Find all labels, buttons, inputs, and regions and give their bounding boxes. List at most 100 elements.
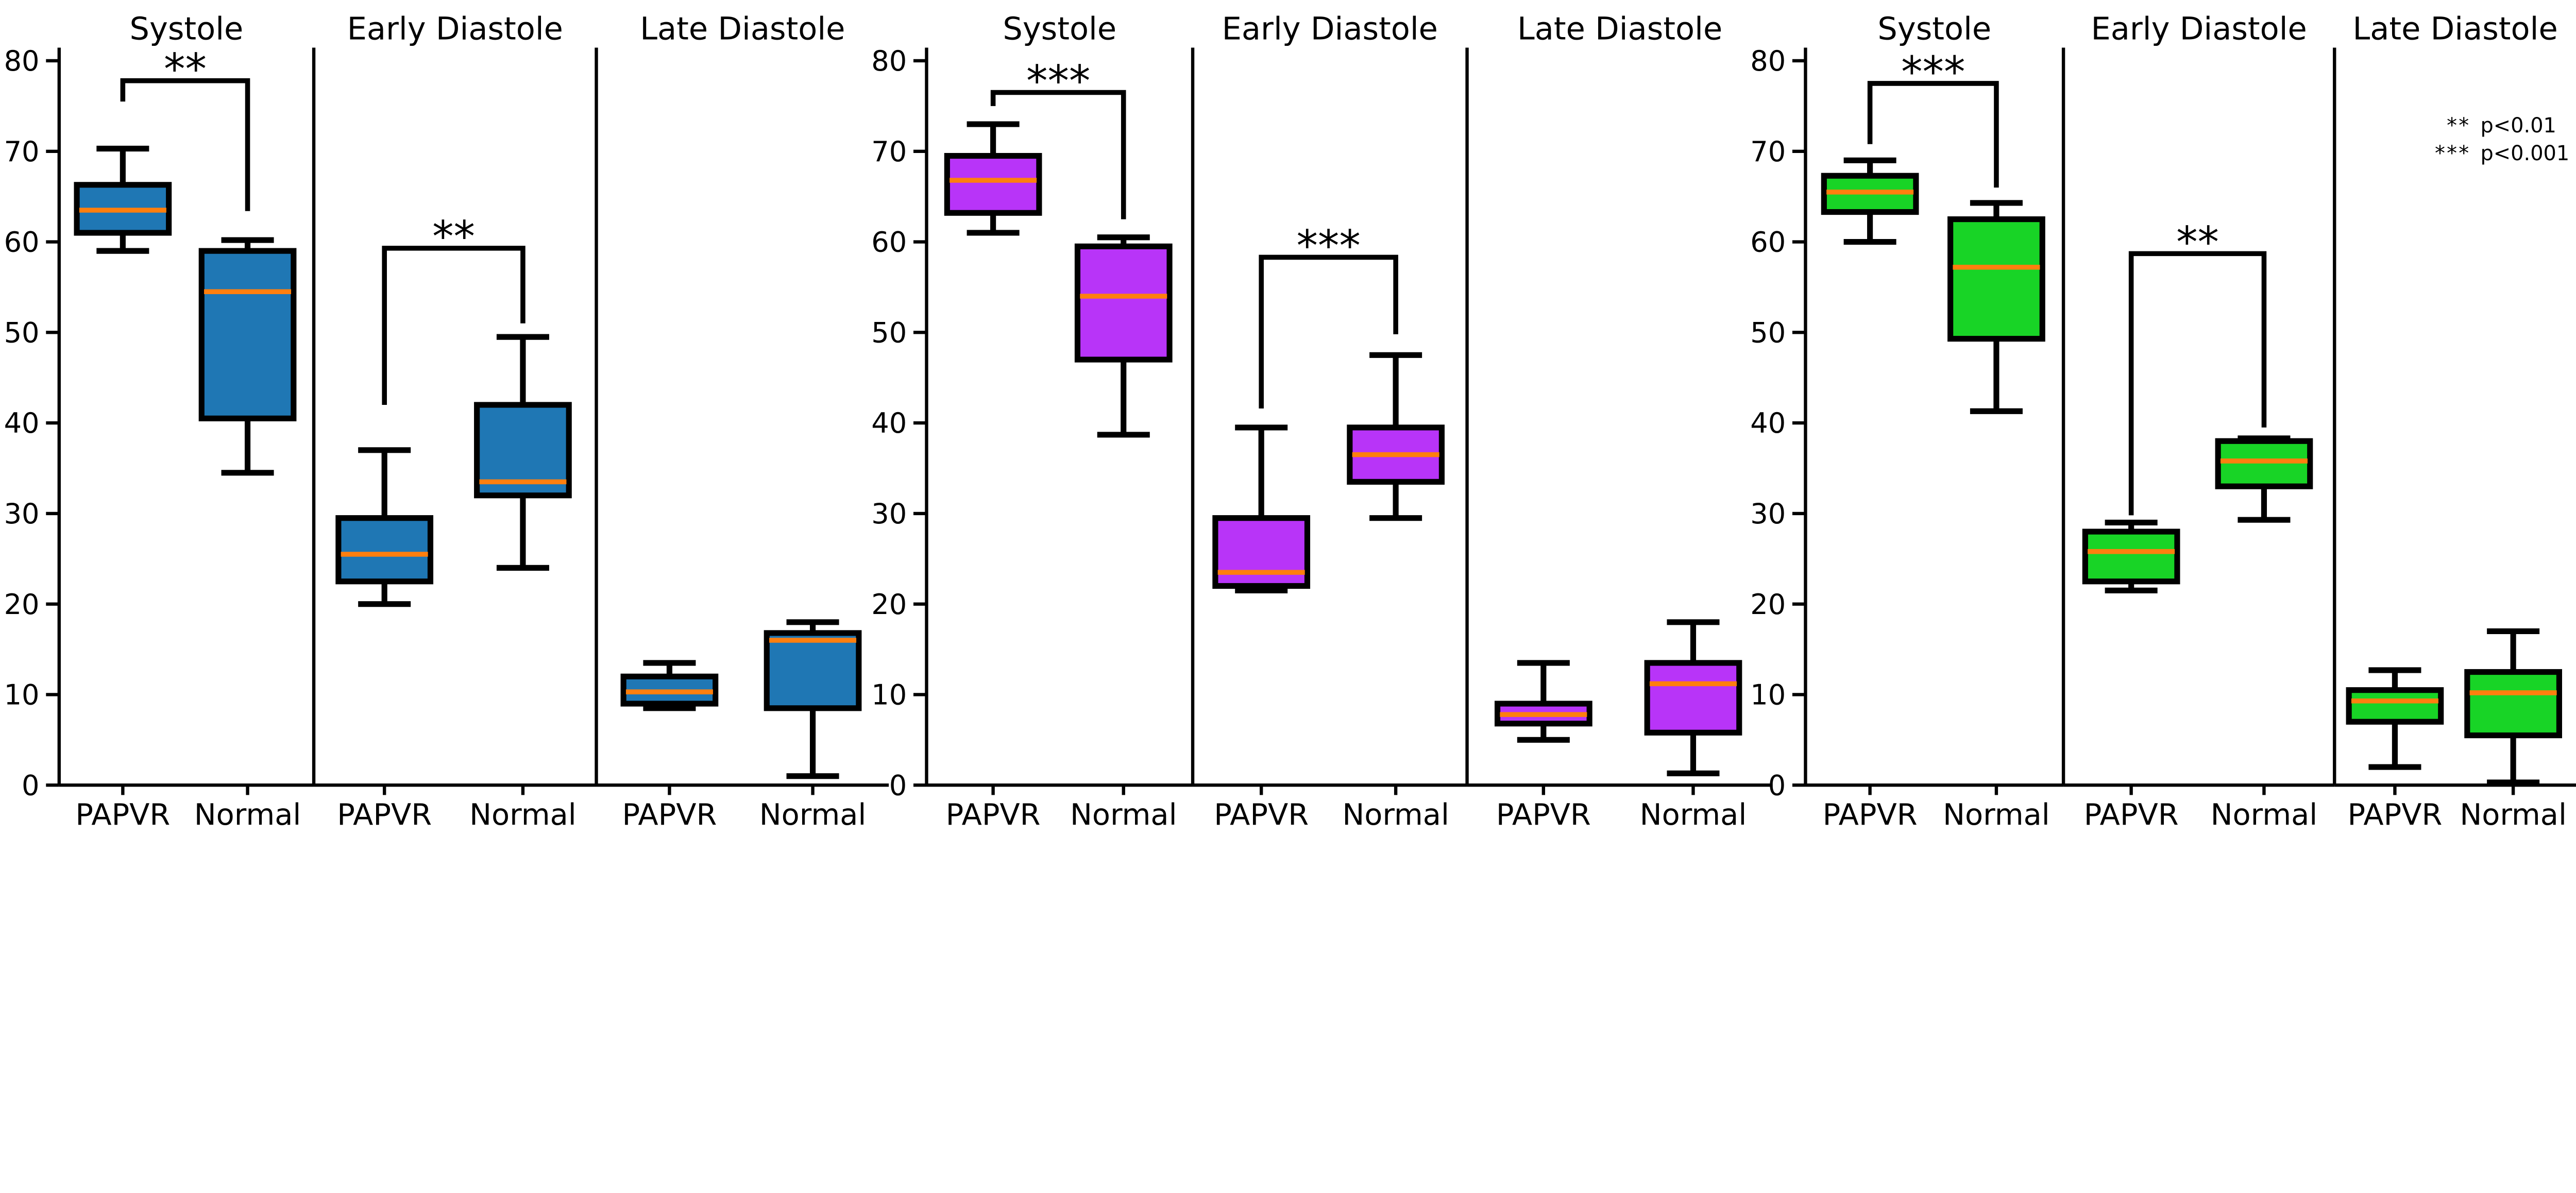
legend-symbol: *** [2435, 142, 2471, 166]
box-papvr [620, 660, 719, 711]
y-tick-label: 10 [1750, 679, 1786, 711]
x-tick-label: PAPVR [2347, 797, 2442, 832]
bracket-line [1259, 254, 1398, 408]
subplot-title: Early Diastole [2091, 11, 2307, 47]
significance-bracket: ** [382, 212, 526, 405]
significance-bracket: *** [1259, 221, 1398, 408]
x-tick-label: PAPVR [337, 797, 432, 832]
box-normal [2464, 628, 2562, 786]
boxplot-figure: 0 10 20 30 40 50 60 70 80 Systole PAPVR Normal ** Ear… [4, 11, 2576, 832]
legend-row: ** p<0.01 [2428, 112, 2569, 140]
iqr-box [335, 515, 434, 585]
box-papvr [2346, 667, 2444, 770]
x-tick-label: Normal [1640, 797, 1747, 832]
x-tick-label: Normal [469, 797, 577, 832]
y-tick-label: 60 [871, 226, 907, 259]
legend-meaning: p<0.001 [2480, 142, 2570, 166]
x-tick-label: PAPVR [1214, 797, 1309, 832]
y-tick-label: 70 [4, 135, 40, 168]
box-papvr [1212, 424, 1311, 593]
panel-blue-subplot-early-diastole: Early Diastole PAPVR Normal ** [312, 11, 597, 832]
significance-bracket: *** [1867, 47, 1999, 188]
significance-label: ** [164, 44, 207, 94]
iqr-box [944, 152, 1042, 216]
iqr-box [2082, 529, 2180, 585]
box-papvr [2082, 519, 2180, 593]
iqr-box [1074, 243, 1173, 363]
y-tick-label: 30 [871, 498, 907, 530]
significance-bracket: *** [990, 56, 1126, 219]
y-tick-label: 70 [1750, 135, 1786, 168]
legend-meaning: p<0.01 [2480, 113, 2556, 138]
box-papvr [1821, 157, 1919, 245]
y-tick-label: 20 [1750, 588, 1786, 621]
significance-label: ** [2176, 217, 2219, 267]
y-tick-label: 60 [1750, 226, 1786, 259]
box-normal [1347, 352, 1445, 521]
iqr-box [198, 248, 297, 421]
box-papvr [1494, 660, 1592, 743]
box-normal [198, 237, 297, 476]
iqr-box [1644, 660, 1742, 736]
iqr-box [764, 630, 862, 711]
bracket-line [990, 90, 1126, 219]
box-normal [474, 334, 572, 571]
iqr-box [2346, 687, 2444, 725]
panel-green-subplot-early-diastole: Early Diastole PAPVR Normal ** [2061, 11, 2335, 832]
significance-label: *** [1296, 221, 1360, 271]
x-tick-label: Normal [1070, 797, 1177, 832]
x-tick-label: PAPVR [2084, 797, 2179, 832]
y-tick-label: 20 [4, 588, 40, 621]
panel-purple-subplot-late-diastole: Late Diastole PAPVR Normal [1465, 11, 1773, 832]
y-tick-label: 20 [871, 588, 907, 621]
subplot-title: Systole [1003, 11, 1116, 47]
y-tick-label: 50 [871, 316, 907, 349]
y-tick-label: 50 [4, 316, 40, 349]
y-tick-label: 40 [4, 407, 40, 439]
panel-purple-subplot-early-diastole: Early Diastole PAPVR Normal *** [1191, 11, 1467, 832]
panel-green-subplot-late-diastole: Late Diastole PAPVR Normal [2333, 11, 2576, 832]
subplot-title: Late Diastole [1517, 11, 1722, 47]
y-tick-label: 80 [1750, 45, 1786, 77]
y-tick-label: 40 [871, 407, 907, 439]
bracket-line [120, 78, 250, 211]
subplot-title: Late Diastole [640, 11, 845, 47]
x-tick-label: Normal [2211, 797, 2318, 832]
panel-blue-subplot-systole: 0 10 20 30 40 50 60 70 80 Systole PAPVR Normal ** [4, 11, 314, 832]
subplot-title: Early Diastole [347, 11, 563, 47]
significance-label: ** [432, 212, 475, 262]
x-tick-label: Normal [2460, 797, 2567, 832]
significance-label: *** [1026, 56, 1090, 106]
bracket-line [2128, 251, 2267, 516]
iqr-box [2464, 669, 2562, 739]
y-tick-label: 80 [871, 45, 907, 77]
bracket-line [382, 246, 526, 405]
panel-purple-subplot-systole: 0 10 20 30 40 50 60 70 80 Systole PAPVR Normal *** [871, 11, 1193, 832]
significance-label: *** [1901, 47, 1965, 97]
iqr-box [2215, 438, 2313, 489]
x-tick-label: Normal [759, 797, 867, 832]
y-tick-label: 0 [1768, 769, 1786, 802]
y-tick-label: 30 [4, 498, 40, 530]
panel-green-subplot-systole: 0 10 20 30 40 50 60 70 80 Systole PAPVR Normal *** [1750, 11, 2064, 832]
panel-blue-subplot-late-diastole: Late Diastole PAPVR Normal [595, 11, 889, 832]
subplot-title: Systole [1877, 11, 1991, 47]
x-tick-label: Normal [194, 797, 301, 832]
x-tick-label: PAPVR [1823, 797, 1918, 832]
y-tick-label: 80 [4, 45, 40, 77]
box-papvr [74, 145, 172, 254]
significance-bracket: ** [120, 44, 250, 211]
x-tick-label: Normal [1943, 797, 2050, 832]
y-tick-label: 0 [889, 769, 907, 802]
box-normal [1644, 619, 1742, 776]
bracket-line [1867, 81, 1999, 188]
y-tick-label: 70 [871, 135, 907, 168]
x-tick-label: Normal [1342, 797, 1449, 832]
iqr-box [1212, 515, 1311, 589]
y-tick-label: 10 [4, 679, 40, 711]
y-tick-label: 0 [22, 769, 39, 802]
y-tick-label: 40 [1750, 407, 1786, 439]
